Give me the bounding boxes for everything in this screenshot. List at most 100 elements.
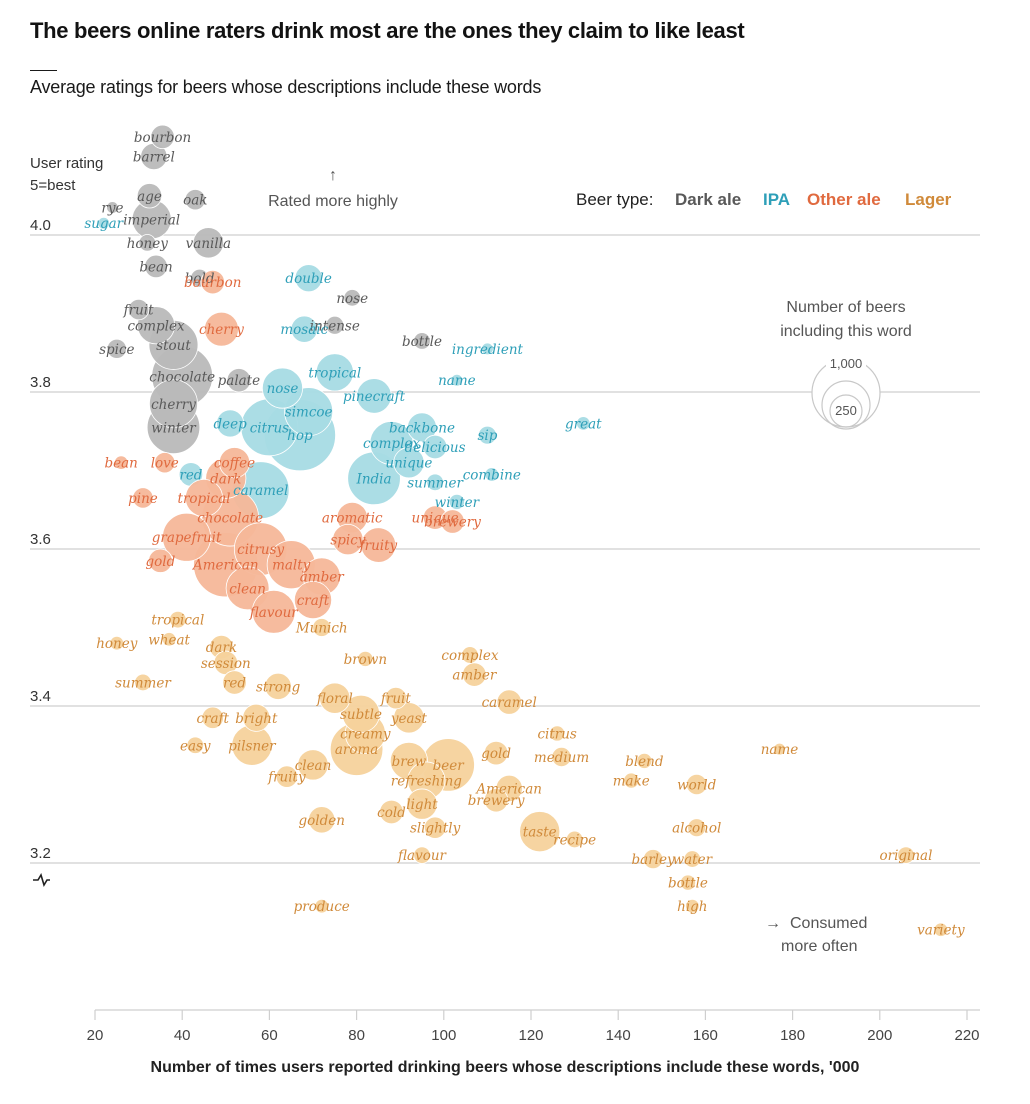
word-label-lager: bright: [235, 711, 278, 727]
bubble-lager: [186, 736, 205, 754]
x-axis: 20 40 60 80 100 120 140 160 180 200 220: [87, 1009, 980, 1044]
word-label-other-ale: pine: [128, 491, 158, 507]
consumed-label-line2: more often: [781, 938, 857, 955]
word-label-ipa: hop: [287, 428, 313, 444]
bubbles: [97, 124, 949, 937]
word-label-other-ale: gold: [146, 554, 176, 570]
legend-other-ale: Other ale: [807, 190, 881, 209]
word-label-other-ale: flavour: [249, 605, 300, 621]
word-label-ipa: simcoe: [285, 405, 333, 421]
bubble-dark-ale: [413, 332, 431, 350]
word-label-other-ale: citrusy: [237, 542, 284, 558]
word-label-ipa: sip: [477, 428, 497, 444]
word-label-other-ale: unique: [412, 511, 459, 527]
rated-more-highly-label: Rated more highly: [268, 193, 398, 210]
size-legend-circle-mid: [821, 380, 871, 430]
word-label-ipa: double: [285, 271, 331, 287]
bubble-ipa: [448, 493, 465, 510]
x-tick-label: 220: [954, 1027, 979, 1044]
bubble-lager: [933, 922, 949, 937]
word-label-lager: strong: [256, 679, 301, 695]
bubble-dark-ale: [136, 183, 163, 209]
legend-title: Beer type:: [576, 190, 654, 209]
bubble-lager: [201, 706, 224, 729]
bubble-other-ale: [132, 487, 154, 509]
type-legend: Beer type: Dark ale IPA Other ale Lager: [576, 190, 952, 209]
bubble-ipa: [422, 434, 448, 460]
bubble-dark-ale: [325, 315, 345, 335]
bubble-lager: [319, 682, 351, 714]
x-tick-label: 140: [606, 1027, 631, 1044]
word-label-other-ale: aromatic: [322, 511, 383, 527]
word-label-other-ale: amber: [300, 569, 345, 585]
bubble-lager: [341, 694, 380, 733]
bubble-lager: [462, 662, 487, 687]
bubble-dark-ale: [106, 201, 119, 214]
bubble-ipa: [484, 467, 499, 482]
bubble-other-ale: [162, 512, 212, 562]
bubble-ipa: [261, 367, 303, 409]
word-label-ipa: red: [179, 467, 202, 483]
bubble-dark-ale: [128, 298, 150, 321]
bubble-lager: [549, 725, 566, 742]
word-label-lager: fruity: [267, 770, 306, 786]
bubble-lager: [623, 772, 640, 789]
word-label-ipa: combine: [463, 467, 521, 483]
word-label-lager: floral: [316, 691, 353, 707]
word-label-ipa: pinecraft: [343, 389, 406, 405]
word-label-lager: gold: [481, 746, 511, 762]
word-label-other-ale: brewery: [424, 515, 481, 531]
bubble-ipa: [576, 416, 591, 431]
word-label-lager: tropical: [151, 613, 204, 629]
word-label-lager: craft: [196, 711, 229, 727]
word-label-ipa: nose: [267, 381, 299, 397]
bubble-lager: [308, 806, 336, 834]
word-label-other-ale: cherry: [199, 322, 244, 338]
word-label-dark-ale: rye: [101, 201, 123, 217]
word-label-ipa: backbone: [389, 420, 455, 436]
word-label-other-ale: craft: [297, 593, 330, 609]
word-label-dark-ale: barrel: [133, 150, 175, 166]
bubble-lager: [109, 636, 125, 651]
bubble-lager: [643, 849, 664, 870]
word-label-other-ale: bourbon: [184, 275, 241, 291]
word-label-lager: variety: [917, 923, 965, 939]
bubble-lager: [773, 742, 786, 756]
word-label-dark-ale: cherry: [151, 397, 196, 413]
word-label-ipa: great: [565, 416, 602, 432]
bubble-ipa: [356, 378, 392, 414]
word-label-lager: wheat: [148, 632, 190, 648]
bubble-ipa: [481, 342, 494, 356]
word-label-dark-ale: stout: [156, 338, 191, 354]
word-label-ipa: tropical: [308, 365, 361, 381]
y-tick-label: 3.8: [30, 374, 51, 391]
word-label-lager: barley: [632, 852, 675, 868]
size-legend-title-line1: Number of beers: [786, 299, 905, 316]
bubble-lager: [264, 672, 292, 700]
bubble-dark-ale: [343, 289, 361, 307]
bubble-other-ale: [204, 311, 239, 347]
bubble-lager: [406, 788, 438, 820]
word-label-lager: dark: [206, 640, 237, 656]
word-label-lager: clean: [295, 758, 332, 774]
word-label-lager: recipe: [553, 832, 596, 848]
word-label-lager: session: [201, 656, 251, 672]
word-label-lager: flavour: [397, 848, 448, 864]
word-label-lager: subtle: [340, 707, 382, 723]
bubble-ipa: [315, 353, 354, 392]
word-label-ipa: ingredient: [452, 342, 524, 358]
bubble-lager: [551, 747, 572, 768]
bubble-lager: [393, 702, 425, 734]
word-label-lager: fruit: [380, 691, 411, 707]
word-label-lager: make: [613, 774, 650, 790]
word-label-lager: bottle: [668, 876, 708, 892]
bubble-other-ale: [251, 589, 296, 634]
word-label-lager: amber: [452, 668, 497, 684]
bubble-lager: [686, 773, 708, 796]
bubble-lager: [161, 632, 177, 647]
bubble-ipa: [97, 216, 111, 230]
word-label-ipa: caramel: [233, 483, 288, 499]
word-label-ipa: delicious: [405, 440, 466, 456]
word-label-dark-ale: bean: [139, 259, 172, 275]
word-label-lager: original: [879, 848, 932, 864]
